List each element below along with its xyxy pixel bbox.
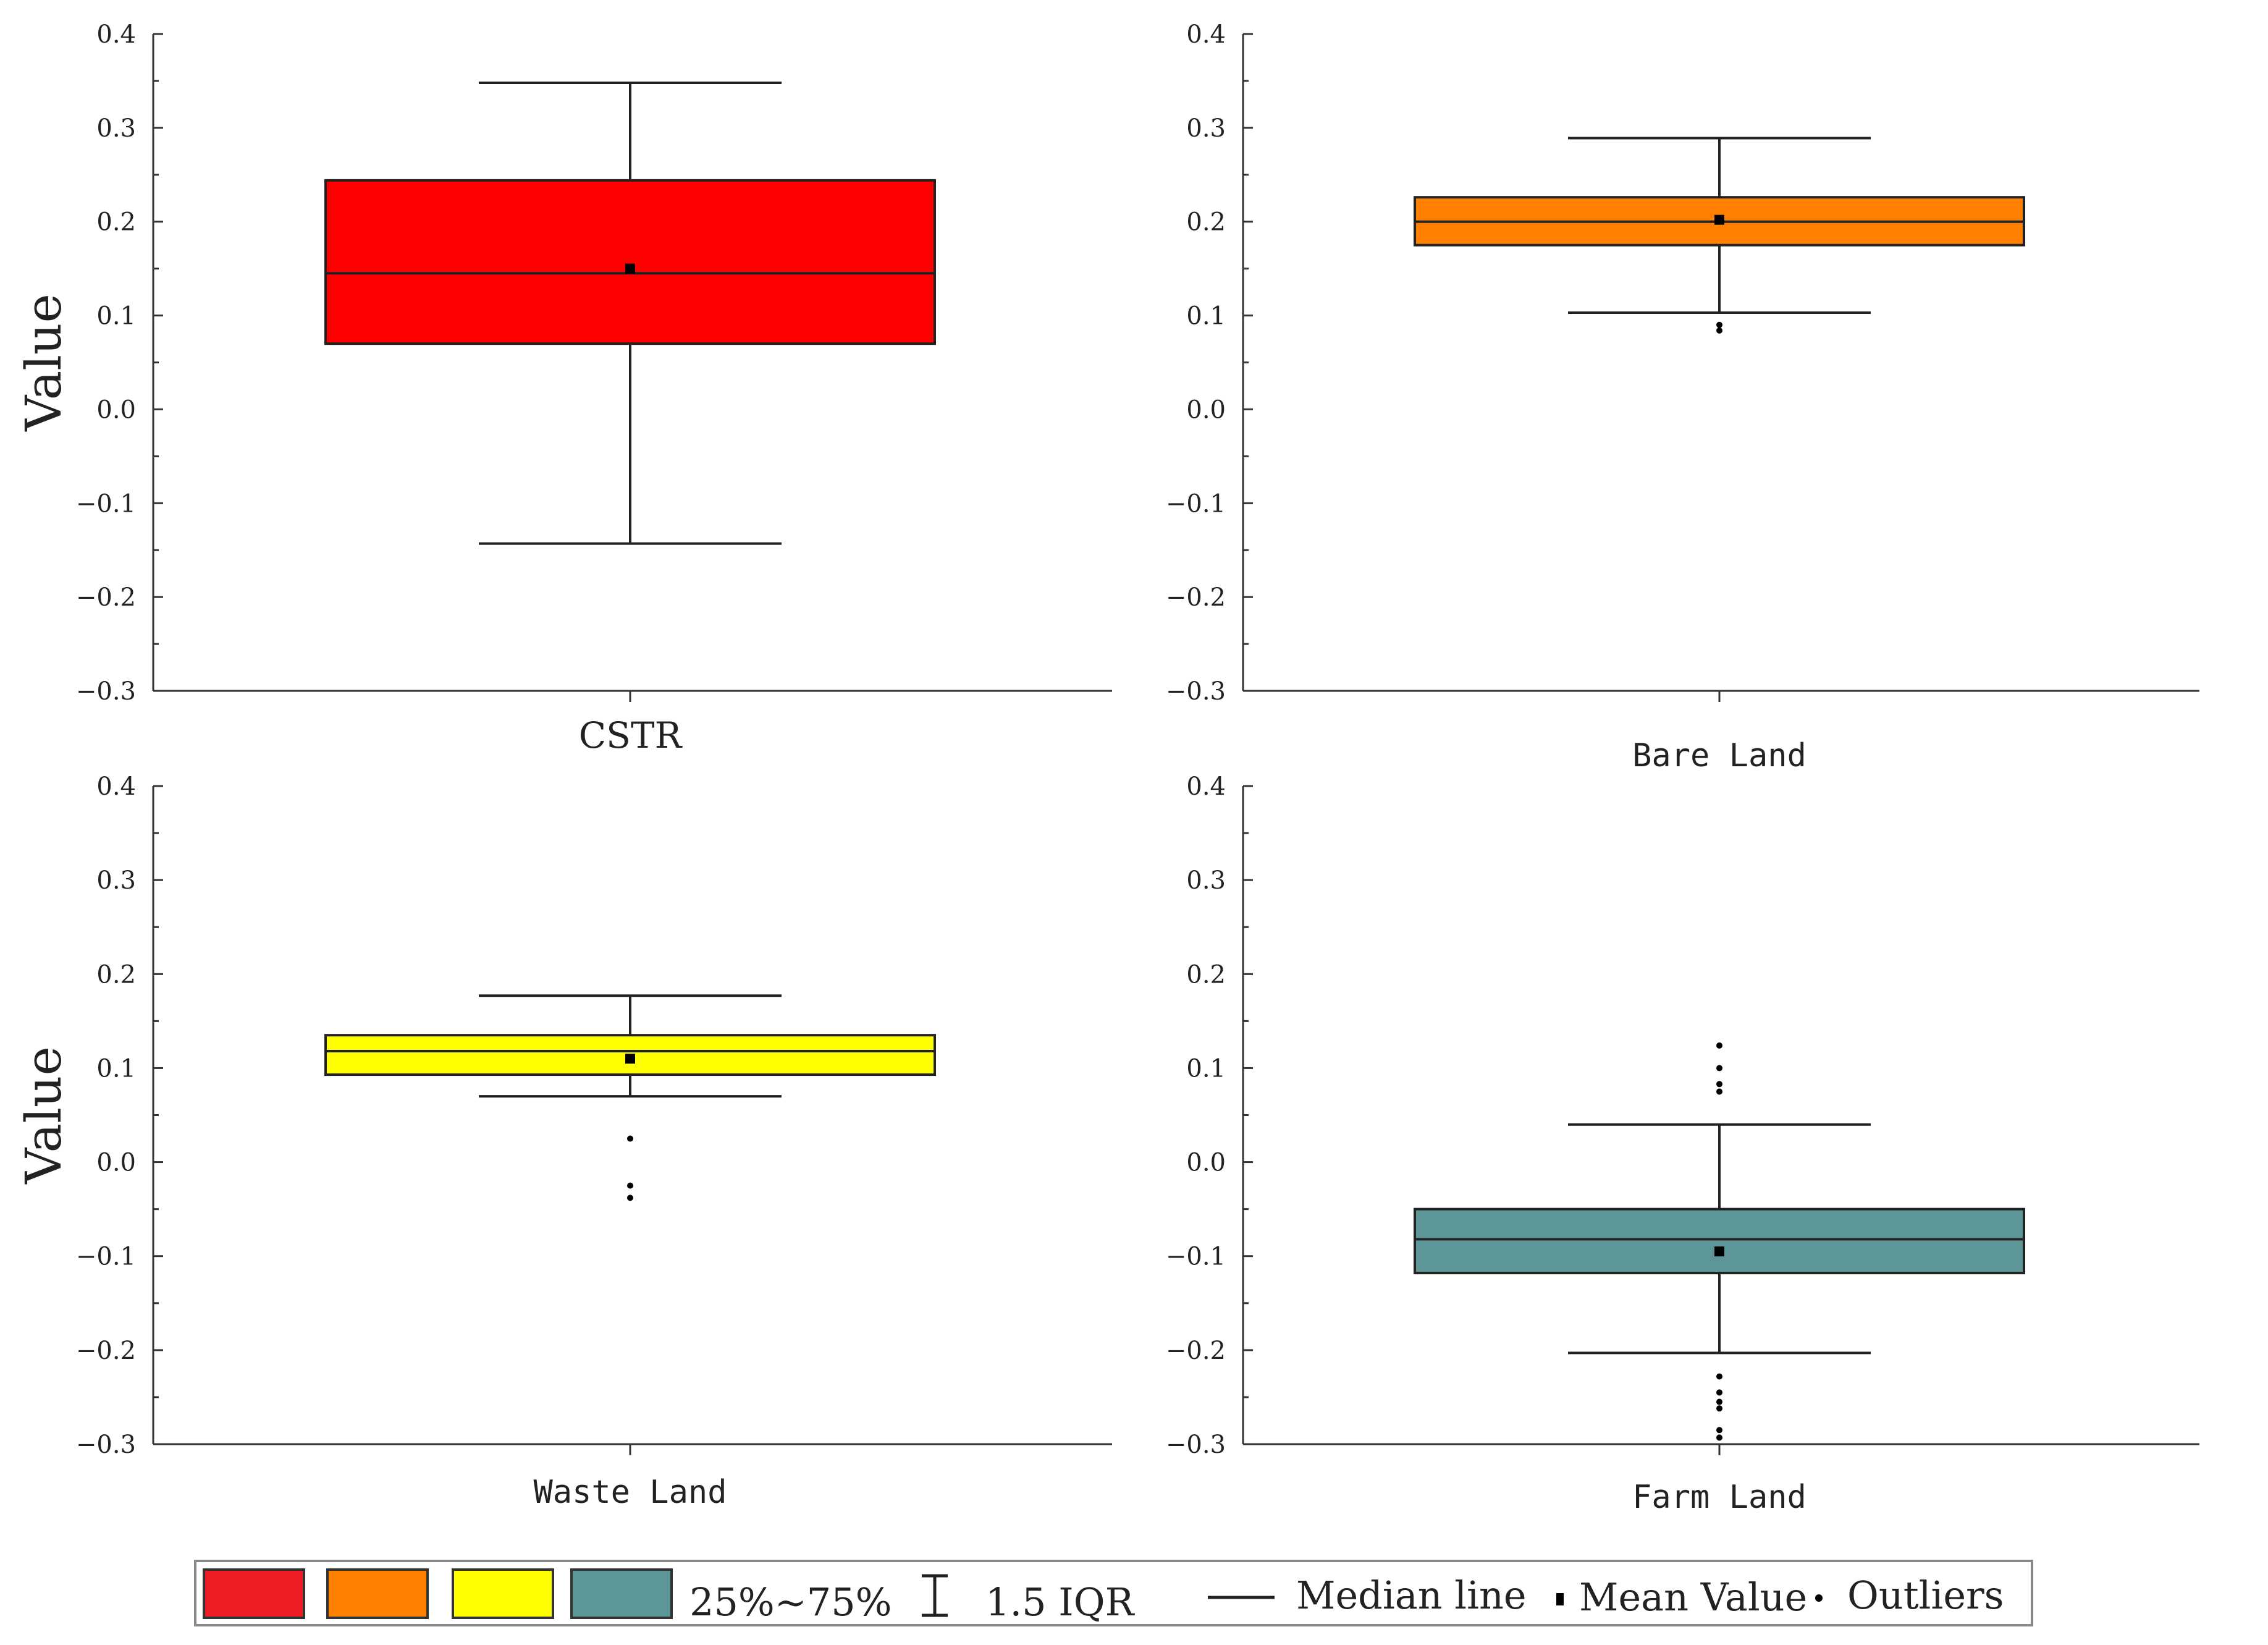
y-tick-label: 0.4 [96, 20, 136, 49]
legend-mean-label: Mean Value [1579, 1575, 1807, 1620]
y-tick-label: −0.3 [1166, 677, 1226, 706]
outlier-point [1716, 1065, 1722, 1072]
legend-range-label: 25%~75% [689, 1579, 892, 1625]
outlier-point [1716, 1427, 1722, 1434]
mean-value-icon [1556, 1593, 1564, 1605]
outlier-point [1716, 1088, 1722, 1095]
outlier-point [627, 1135, 633, 1142]
y-tick-label: −0.2 [1166, 583, 1226, 612]
y-tick-label: 0.0 [96, 1149, 136, 1177]
outlier-point [1716, 1081, 1722, 1088]
y-tick-label: 0.1 [96, 302, 136, 331]
y-tick-label: −0.3 [76, 1431, 136, 1459]
category-label: Bare Land [1632, 737, 1806, 774]
category-label: Waste Land [533, 1474, 727, 1511]
outlier-point [1716, 1434, 1722, 1441]
y-axis-label: Value [15, 294, 72, 432]
category-label: CSTR [579, 714, 683, 756]
y-tick-label: 0.4 [1186, 772, 1226, 801]
panel-CSTR: 0.4 0.3 0.2 0.1 0.0 −0.1 −0.2 −0.3 Value CSTR [15, 20, 1112, 756]
category-label: Farm Land [1632, 1479, 1806, 1516]
mean-marker [625, 1054, 635, 1064]
legend-median-label: Median line [1296, 1573, 1527, 1618]
y-axis-label: Value [15, 1046, 72, 1185]
legend-iqr-label: 1.5 IQR [985, 1579, 1136, 1625]
outlier-point [1716, 321, 1722, 328]
panel-bare-land: 0.4 0.3 0.2 0.1 0.0 −0.1 −0.2 −0.3 Bare Land [1166, 20, 2199, 774]
y-tick-label: 0.3 [1186, 866, 1226, 895]
legend: 25%~75% 1.5 IQR Median line Mean Value Outli… [194, 1560, 2033, 1626]
y-tick-label: 0.1 [1186, 1054, 1226, 1083]
y-tick-label: 0.3 [96, 866, 136, 895]
legend-swatch [203, 1568, 305, 1619]
y-tick-label: −0.1 [76, 489, 136, 518]
y-tick-label: 0.4 [96, 772, 136, 801]
mean-marker [1714, 1246, 1724, 1257]
outlier-point [627, 1182, 633, 1189]
outlier-icon [1815, 1594, 1823, 1602]
legend-swatch [570, 1568, 673, 1619]
outlier-point [1716, 1405, 1722, 1412]
y-tick-label: −0.3 [1166, 1431, 1226, 1459]
panel-waste-land: 0.4 0.3 0.2 0.1 0.0 −0.1 −0.2 −0.3 Value Waste La… [15, 772, 1112, 1511]
outlier-point [1716, 1373, 1722, 1380]
y-tick-label: −0.2 [76, 1337, 136, 1365]
y-tick-label: 0.1 [1186, 302, 1226, 331]
y-tick-label: 0.2 [1186, 960, 1226, 989]
outlier-point [1716, 1398, 1722, 1405]
y-tick-label: 0.3 [96, 114, 136, 143]
legend-outliers-label: Outliers [1847, 1573, 2004, 1618]
y-tick-label: −0.2 [76, 583, 136, 612]
iqr-box [324, 179, 936, 345]
y-tick-label: 0.2 [96, 960, 136, 989]
outlier-point [1716, 1389, 1722, 1396]
outlier-point [1716, 327, 1722, 334]
y-tick-label: −0.1 [1166, 489, 1226, 518]
legend-swatch [452, 1568, 554, 1619]
y-tick-label: 0.0 [1186, 395, 1226, 424]
y-tick-label: 0.4 [1186, 20, 1226, 49]
y-tick-label: −0.1 [76, 1243, 136, 1271]
y-tick-label: −0.1 [1166, 1243, 1226, 1271]
legend-swatch [326, 1568, 429, 1619]
y-tick-label: 0.0 [1186, 1149, 1226, 1177]
y-tick-label: 0.3 [1186, 114, 1226, 143]
iqr-box [1414, 1207, 2025, 1275]
y-tick-label: 0.2 [96, 208, 136, 237]
y-tick-label: −0.3 [76, 677, 136, 706]
y-tick-label: −0.2 [1166, 1337, 1226, 1365]
mean-marker [625, 263, 635, 274]
outlier-point [627, 1195, 633, 1201]
mean-marker [1714, 214, 1724, 225]
y-tick-label: 0.0 [96, 395, 136, 424]
y-tick-label: 0.2 [1186, 208, 1226, 237]
outlier-point [1716, 1042, 1722, 1049]
panel-farm-land: 0.4 0.3 0.2 0.1 0.0 −0.1 −0.2 −0.3 Farm Land [1166, 772, 2199, 1516]
y-tick-label: 0.1 [96, 1054, 136, 1083]
iqr-box [324, 1034, 936, 1076]
